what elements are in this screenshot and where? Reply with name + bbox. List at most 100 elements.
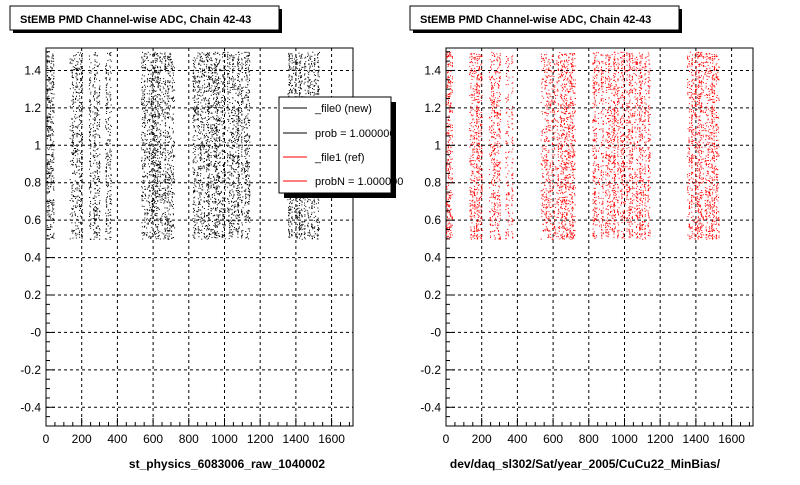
- data-point: [223, 121, 224, 122]
- data-point: [158, 141, 159, 142]
- data-point: [238, 128, 239, 129]
- data-point: [82, 143, 83, 144]
- data-point: [155, 231, 156, 232]
- data-point: [100, 229, 101, 230]
- data-point: [96, 232, 97, 233]
- data-point: [91, 176, 92, 177]
- data-point: [238, 121, 239, 122]
- data-point: [239, 174, 240, 175]
- data-point: [202, 167, 203, 168]
- data-point: [78, 100, 79, 101]
- data-point: [193, 60, 194, 61]
- data-point: [111, 111, 112, 112]
- data-point: [82, 68, 83, 69]
- data-point: [221, 140, 222, 141]
- data-point: [150, 190, 151, 191]
- data-point: [145, 222, 146, 223]
- data-point: [216, 72, 217, 73]
- data-point: [70, 59, 71, 60]
- data-point: [237, 141, 238, 142]
- data-point: [78, 184, 79, 185]
- data-point: [200, 138, 201, 139]
- data-point: [165, 116, 166, 117]
- data-point: [149, 133, 150, 134]
- data-point: [80, 107, 81, 108]
- data-point: [198, 145, 199, 146]
- data-point: [156, 130, 157, 131]
- data-point: [198, 198, 199, 199]
- data-point: [77, 146, 78, 147]
- data-point: [214, 237, 215, 238]
- data-point: [228, 220, 229, 221]
- data-point: [195, 68, 196, 69]
- data-point: [49, 147, 50, 148]
- data-point: [198, 87, 199, 88]
- data-point: [70, 138, 71, 139]
- data-point: [76, 196, 77, 197]
- data-point: [90, 183, 91, 184]
- data-point: [207, 79, 208, 80]
- data-point: [170, 156, 171, 157]
- data-point: [236, 54, 237, 55]
- data-point: [238, 88, 239, 89]
- data-point: [107, 100, 108, 101]
- data-point: [228, 98, 229, 99]
- data-point: [73, 208, 74, 209]
- data-point: [99, 87, 100, 88]
- data-point: [209, 201, 210, 202]
- data-point: [159, 158, 160, 159]
- data-point: [174, 179, 175, 180]
- data-point: [50, 234, 51, 235]
- data-point: [50, 127, 51, 128]
- data-point: [149, 134, 150, 135]
- data-point: [75, 198, 76, 199]
- data-point: [77, 183, 78, 184]
- data-point: [201, 232, 202, 233]
- data-point: [216, 140, 217, 141]
- data-point: [193, 89, 194, 90]
- data-point: [212, 197, 213, 198]
- data-point: [165, 140, 166, 141]
- data-point: [174, 194, 175, 195]
- data-point: [234, 206, 235, 207]
- data-point: [232, 163, 233, 164]
- data-point: [236, 115, 237, 116]
- data-point: [159, 195, 160, 196]
- data-point: [238, 177, 239, 178]
- data-point: [228, 209, 229, 210]
- data-point: [106, 129, 107, 130]
- data-point: [149, 114, 150, 115]
- data-point: [194, 115, 195, 116]
- data-point: [199, 229, 200, 230]
- data-point: [148, 101, 149, 102]
- data-point: [249, 191, 250, 192]
- data-point: [248, 120, 249, 121]
- data-point: [223, 227, 224, 228]
- data-point: [208, 157, 209, 158]
- data-point: [89, 216, 90, 217]
- data-point: [246, 140, 247, 141]
- data-point: [169, 95, 170, 96]
- data-point: [198, 111, 199, 112]
- data-point: [144, 232, 145, 233]
- data-point: [96, 101, 97, 102]
- data-point: [174, 82, 175, 83]
- data-point: [238, 181, 239, 182]
- data-point: [239, 118, 240, 119]
- data-point: [216, 123, 217, 124]
- data-point: [232, 142, 233, 143]
- data-point: [157, 227, 158, 228]
- data-point: [208, 188, 209, 189]
- data-point: [198, 211, 199, 212]
- data-point: [168, 106, 169, 107]
- data-point: [171, 62, 172, 63]
- data-point: [248, 228, 249, 229]
- data-point: [209, 84, 210, 85]
- data-point: [291, 86, 292, 87]
- data-point: [216, 219, 217, 220]
- data-point: [76, 111, 77, 112]
- data-point: [150, 148, 151, 149]
- data-point: [77, 68, 78, 69]
- data-point: [234, 194, 235, 195]
- data-point: [145, 150, 146, 151]
